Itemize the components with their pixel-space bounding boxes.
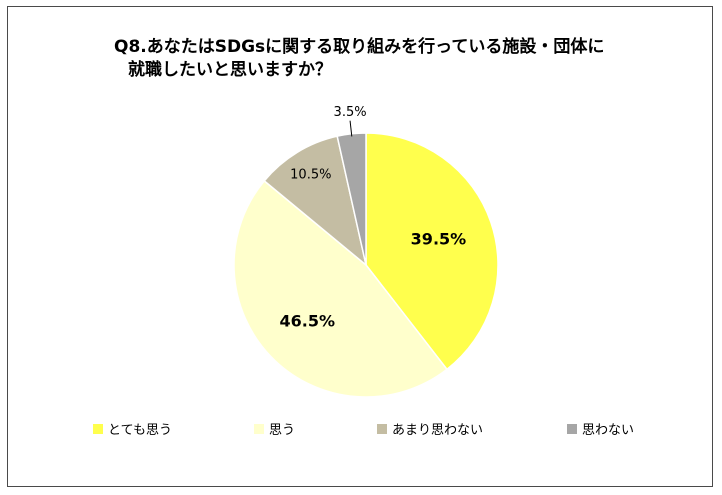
chart-title-line2: 就職したいと思いますか？ [128, 60, 332, 80]
legend-label-1: とても思う [108, 423, 172, 438]
legend-swatch-4 [567, 423, 577, 434]
slice-label-3: 10.5% [290, 167, 331, 182]
legend-swatch-2 [254, 423, 264, 434]
legend-swatch-1 [93, 423, 103, 434]
legend-item-3: あまり思わない [377, 419, 483, 438]
legend-swatch-3 [377, 423, 387, 434]
chart-legend: とても思う 思う あまり思わない 思わない [0, 419, 722, 441]
pie-slice-2 [233, 179, 448, 398]
legend-item-4: 思わない [567, 419, 634, 438]
slice-label-2: 46.5% [279, 311, 335, 330]
chart-title: Q8.あなたはSDGsに関する取り組みを行っている施設・団体に 就職したいと思い… [114, 36, 674, 82]
slice-label-4: 3.5% [334, 105, 367, 120]
slice-label-1: 39.5% [411, 230, 467, 249]
legend-label-4: 思わない [582, 423, 635, 438]
pie-slice-1 [365, 132, 499, 371]
leader-line-4 [349, 120, 353, 137]
chart-title-line1: Q8.あなたはSDGsに関する取り組みを行っている施設・団体に [114, 37, 605, 57]
legend-label-2: 思う [269, 423, 296, 438]
legend-item-1: とても思う [93, 419, 172, 438]
pie-slice-3 [263, 135, 368, 267]
legend-item-2: 思う [254, 419, 295, 438]
legend-label-3: あまり思わない [392, 423, 484, 438]
